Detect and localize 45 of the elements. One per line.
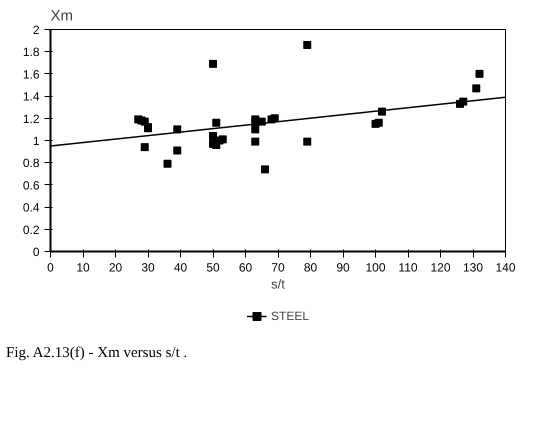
point [261,165,269,174]
y-tick-label: 1.2 [22,112,40,126]
point [209,132,217,140]
x-tick-label: 130 [462,260,484,274]
x-tick-label: 40 [174,260,188,274]
point [251,138,260,146]
point [218,135,227,144]
x-tick-label: 70 [271,260,285,274]
point [140,143,149,152]
y-tick-label: 1.8 [22,45,40,60]
x-tick-label: 50 [206,260,220,274]
x-tick-label: 20 [108,260,122,274]
x-tick-label: 100 [365,260,386,274]
y-tick-label: 1.6 [22,67,40,82]
x-tick-label: 90 [336,260,350,274]
y-tick-label: 0.4 [22,200,40,215]
x-tick-label: 140 [495,260,516,274]
x-tick-label: 110 [398,260,418,274]
legend-label: STEEL [270,309,310,323]
y-tick-label: 1 [32,134,40,148]
y-tick-label: 0.6 [22,178,40,192]
x-tick-label: 120 [430,260,451,274]
point [303,138,312,146]
y-tick-label: 2 [32,23,40,37]
point [303,41,312,50]
y-tick-label: 0.8 [22,156,40,170]
point [173,146,182,154]
x-tick-label: 30 [141,260,155,274]
x-tick-label: 60 [238,260,252,274]
point [476,70,484,78]
point [164,160,172,168]
point [209,60,217,68]
point [374,118,383,127]
y-tick-label: 1.4 [22,90,40,104]
point [251,125,260,134]
x-tick-label: 80 [304,260,318,274]
x-tick-label: 0 [47,260,54,274]
caption: Fig. A2.13(f) - Xm versus s/t . [6,344,188,363]
point [472,84,480,92]
y-tick-label: 0 [32,245,40,259]
y-tick-label: 0.2 [22,222,40,237]
x-axis-title: s/t [271,276,286,292]
point [212,118,220,127]
x-tick-label: 10 [76,260,90,274]
y-axis-title: Xm [50,8,73,24]
